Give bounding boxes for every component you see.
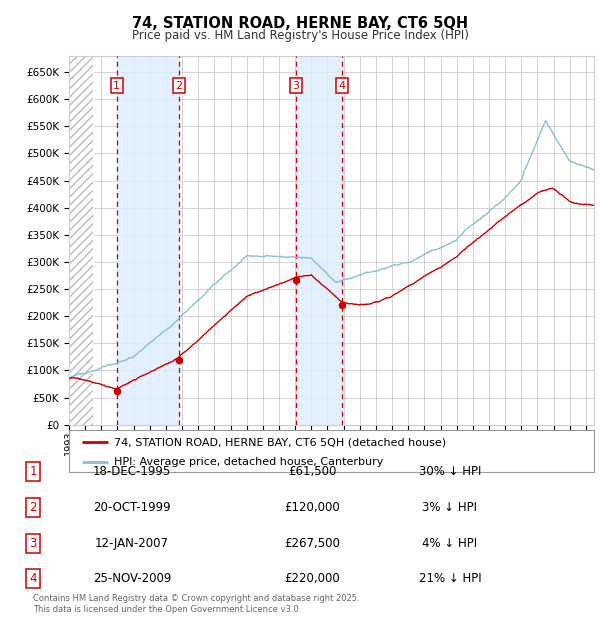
Bar [117, 56, 179, 425]
Text: 25-NOV-2009: 25-NOV-2009 [93, 572, 171, 585]
Text: 3: 3 [292, 81, 299, 91]
Text: 3: 3 [29, 537, 37, 549]
Text: £220,000: £220,000 [284, 572, 340, 585]
Text: 74, STATION ROAD, HERNE BAY, CT6 5QH (detached house): 74, STATION ROAD, HERNE BAY, CT6 5QH (de… [113, 437, 446, 447]
Text: £61,500: £61,500 [288, 465, 336, 477]
Text: £120,000: £120,000 [284, 501, 340, 513]
Text: 12-JAN-2007: 12-JAN-2007 [95, 537, 169, 549]
Text: 20-OCT-1999: 20-OCT-1999 [93, 501, 171, 513]
Bar [69, 56, 93, 425]
Text: £267,500: £267,500 [284, 537, 340, 549]
Text: 30% ↓ HPI: 30% ↓ HPI [419, 465, 481, 477]
Text: HPI: Average price, detached house, Canterbury: HPI: Average price, detached house, Cant… [113, 457, 383, 467]
Text: 18-DEC-1995: 18-DEC-1995 [93, 465, 171, 477]
Text: 2: 2 [175, 81, 182, 91]
Text: 4% ↓ HPI: 4% ↓ HPI [422, 537, 478, 549]
Text: 4: 4 [338, 81, 346, 91]
Text: 3% ↓ HPI: 3% ↓ HPI [422, 501, 478, 513]
Text: 21% ↓ HPI: 21% ↓ HPI [419, 572, 481, 585]
Text: 74, STATION ROAD, HERNE BAY, CT6 5QH: 74, STATION ROAD, HERNE BAY, CT6 5QH [132, 16, 468, 30]
Text: Price paid vs. HM Land Registry's House Price Index (HPI): Price paid vs. HM Land Registry's House … [131, 29, 469, 42]
Bar [296, 56, 342, 425]
Bar [69, 56, 93, 425]
Text: Contains HM Land Registry data © Crown copyright and database right 2025.
This d: Contains HM Land Registry data © Crown c… [33, 595, 359, 614]
Text: 2: 2 [29, 501, 37, 513]
Text: 1: 1 [29, 465, 37, 477]
Text: 1: 1 [113, 81, 121, 91]
Text: 4: 4 [29, 572, 37, 585]
